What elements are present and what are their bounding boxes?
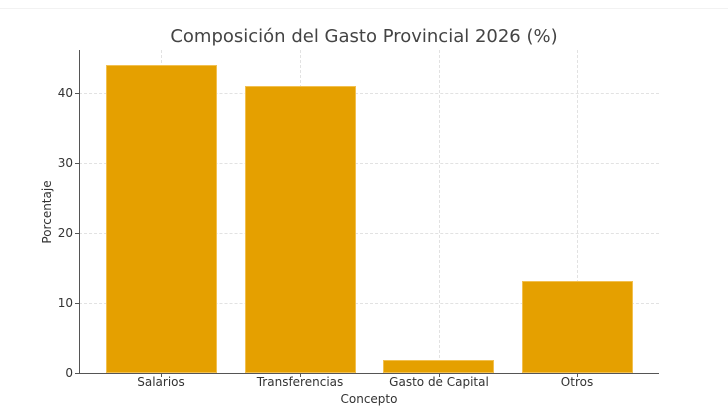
plot-area xyxy=(79,50,659,373)
y-tick-label-0: 0 xyxy=(65,366,73,380)
y-tick-10 xyxy=(75,303,79,304)
x-tick-otros xyxy=(577,373,578,377)
x-axis-line xyxy=(79,373,659,374)
gridline-y-20 xyxy=(79,233,659,234)
y-tick-30 xyxy=(75,163,79,164)
bar-gasto-de-capital xyxy=(383,360,494,373)
y-tick-label-10: 10 xyxy=(57,296,73,310)
gridline-y-30 xyxy=(79,163,659,164)
x-tick-label-otros: Otros xyxy=(560,375,594,389)
x-axis-title: Concepto xyxy=(340,392,398,406)
gridline-x-gasto-capital xyxy=(439,50,440,373)
y-tick-label-30: 30 xyxy=(57,156,73,170)
chart-title: Composición del Gasto Provincial 2026 (%… xyxy=(170,26,558,47)
x-tick-transferencias xyxy=(300,373,301,377)
y-tick-label-40: 40 xyxy=(57,86,73,100)
x-tick-label-transferencias: Transferencias xyxy=(256,375,344,389)
y-axis-title: Porcentaje xyxy=(40,180,54,244)
y-tick-40 xyxy=(75,93,79,94)
gridline-x-otros xyxy=(577,50,578,373)
x-tick-gasto-de-capital xyxy=(439,373,440,377)
x-tick-label-salarios: Salarios xyxy=(137,375,185,389)
y-tick-20 xyxy=(75,233,79,234)
x-tick-label-gasto-de-capital: Gasto de Capital xyxy=(389,375,489,389)
y-tick-label-20: 20 xyxy=(57,226,73,240)
x-tick-salarios xyxy=(161,373,162,377)
bar-otros xyxy=(522,281,633,373)
bar-salarios xyxy=(106,65,217,373)
bar-transferencias xyxy=(245,86,356,373)
y-tick-0 xyxy=(75,373,79,374)
top-divider xyxy=(0,8,728,9)
y-axis-line xyxy=(79,50,80,374)
gridline-y-10 xyxy=(79,303,659,304)
gridline-y-40 xyxy=(79,93,659,94)
